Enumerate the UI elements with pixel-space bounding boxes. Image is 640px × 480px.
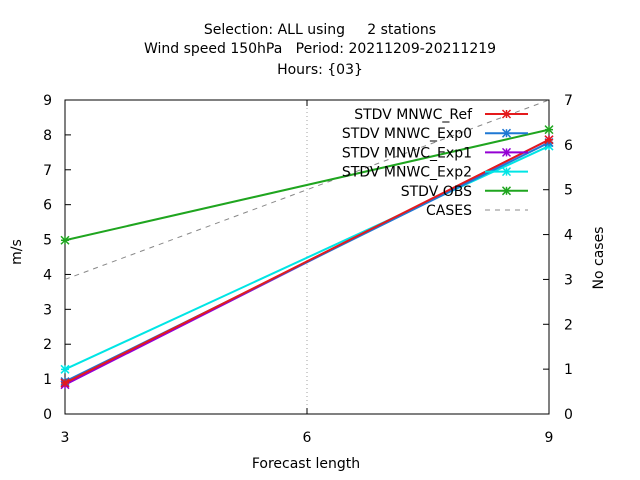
x-tick-label: 9 — [545, 430, 554, 446]
y-tick-label: 6 — [43, 198, 52, 214]
y2-tick-label: 6 — [564, 138, 573, 154]
y-tick-label: 8 — [43, 128, 52, 144]
legend-marker-stdv-mnwc-exp1 — [501, 147, 512, 157]
y2-tick-label: 3 — [564, 272, 573, 288]
legend-label-stdv-mnwc-exp0: STDV MNWC_Exp0 — [342, 126, 472, 142]
legend-label-stdv-mnwc-exp2: STDV MNWC_Exp2 — [342, 165, 472, 181]
data-point-stdv-obs — [60, 235, 70, 245]
legend-marker-stdv-mnwc-exp0 — [501, 128, 512, 138]
legend-label-stdv-mnwc-exp1: STDV MNWC_Exp1 — [342, 145, 472, 161]
chart-title-line-1: Selection: ALL using 2 stations — [203, 22, 437, 38]
data-point-stdv-mnwc-exp2 — [60, 364, 70, 374]
y-axis-label: m/s — [9, 239, 25, 265]
chart-title-line-3: Hours: {03} — [277, 62, 363, 78]
y-tick-label: 7 — [43, 163, 52, 179]
y2-tick-label: 5 — [564, 183, 573, 199]
legend-label-stdv-obs: STDV OBS — [401, 184, 472, 200]
legend-marker-stdv-mnwc-ref — [501, 109, 512, 119]
x-tick-label: 6 — [303, 430, 312, 446]
y2-tick-label: 0 — [564, 407, 573, 423]
y2-tick-label: 1 — [564, 362, 573, 378]
series-line-stdv-obs — [64, 128, 550, 242]
y2-axis-label: No cases — [591, 226, 607, 290]
data-point-stdv-mnwc-ref — [544, 135, 554, 145]
chart-title-line-2: Wind speed 150hPa Period: 20211209-20211… — [143, 41, 497, 57]
y-tick-label: 2 — [43, 337, 52, 353]
y2-tick-label: 7 — [564, 93, 573, 109]
y-tick-label: 0 — [43, 407, 52, 423]
y-tick-label: 1 — [43, 372, 52, 388]
y2-tick-label: 4 — [564, 228, 573, 244]
x-tick-label: 3 — [61, 430, 70, 446]
series-line-cases — [64, 99, 550, 280]
legend-marker-stdv-mnwc-exp2 — [501, 167, 512, 177]
y2-tick-label: 2 — [564, 317, 573, 333]
y-tick-label: 9 — [43, 93, 52, 109]
series-line-stdv-mnwc-exp2 — [64, 145, 550, 371]
legend-label-cases: CASES — [426, 203, 472, 219]
legend-marker-stdv-obs — [501, 186, 512, 196]
series-line-stdv-mnwc-ref — [64, 138, 550, 384]
data-point-stdv-obs — [544, 125, 554, 135]
y-tick-label: 5 — [43, 233, 52, 249]
legend-label-stdv-mnwc-ref: STDV MNWC_Ref — [354, 107, 473, 123]
y-tick-label: 4 — [43, 267, 52, 283]
y-tick-label: 3 — [43, 302, 52, 318]
x-axis-label: Forecast length — [251, 456, 361, 472]
data-point-stdv-mnwc-ref — [60, 378, 70, 388]
